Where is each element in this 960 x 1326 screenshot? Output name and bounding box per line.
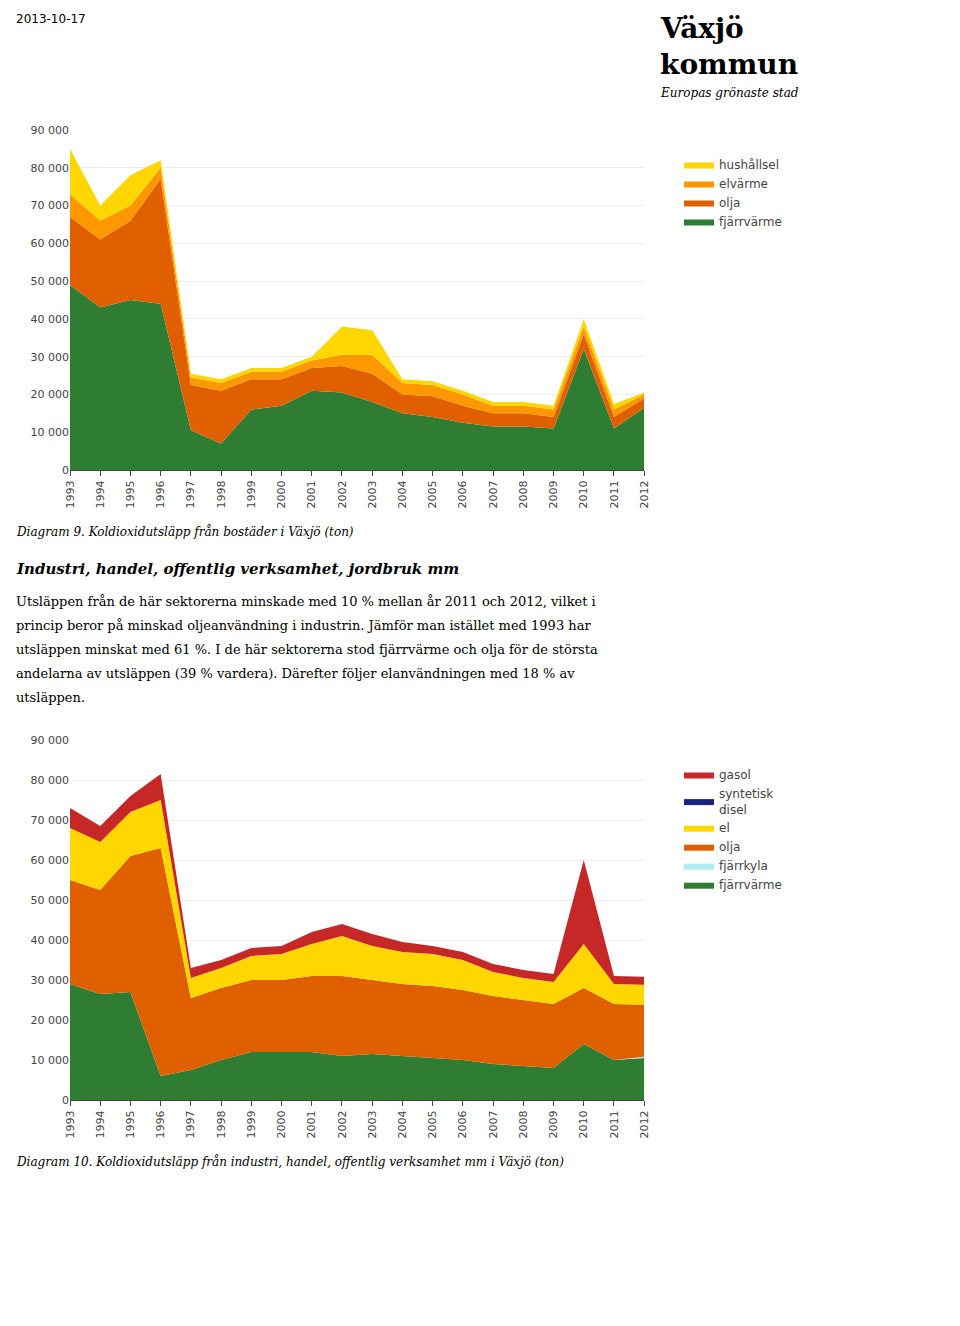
svg-text:2009: 2009 xyxy=(547,480,560,508)
svg-text:10 000: 10 000 xyxy=(31,426,70,439)
svg-text:10 000: 10 000 xyxy=(31,1054,70,1067)
svg-text:2004: 2004 xyxy=(396,480,409,508)
svg-text:2006: 2006 xyxy=(456,1110,469,1138)
svg-text:princip beror på minskad oljea: princip beror på minskad oljeanvändning … xyxy=(16,618,591,633)
svg-text:2002: 2002 xyxy=(336,480,349,508)
svg-text:1994: 1994 xyxy=(94,480,107,508)
svg-text:2007: 2007 xyxy=(487,480,500,508)
svg-text:1997: 1997 xyxy=(184,480,197,508)
svg-text:Diagram 9. Koldioxidutsläpp fr: Diagram 9. Koldioxidutsläpp från bostäde… xyxy=(16,524,354,539)
svg-text:1995: 1995 xyxy=(124,1110,137,1138)
svg-text:40 000: 40 000 xyxy=(31,934,70,947)
svg-text:30 000: 30 000 xyxy=(31,351,70,364)
svg-text:2003: 2003 xyxy=(366,480,379,508)
svg-text:2005: 2005 xyxy=(426,480,439,508)
svg-text:80 000: 80 000 xyxy=(31,774,70,787)
svg-text:utsläppen.: utsläppen. xyxy=(16,690,85,705)
svg-text:20 000: 20 000 xyxy=(31,1014,70,1027)
svg-text:1998: 1998 xyxy=(215,480,228,508)
svg-text:20 000: 20 000 xyxy=(31,388,70,401)
svg-text:1995: 1995 xyxy=(124,480,137,508)
svg-text:2008: 2008 xyxy=(517,480,530,508)
svg-text:Utsläppen från de här sektorer: Utsläppen från de här sektorerna minskad… xyxy=(16,594,596,609)
svg-text:gasol: gasol xyxy=(719,768,751,782)
svg-text:70 000: 70 000 xyxy=(31,199,70,212)
svg-text:1998: 1998 xyxy=(215,1110,228,1138)
svg-text:kommun: kommun xyxy=(660,48,798,81)
svg-text:2012: 2012 xyxy=(638,480,651,508)
svg-text:2008: 2008 xyxy=(517,1110,530,1138)
svg-text:1994: 1994 xyxy=(94,1110,107,1138)
svg-text:elvärme: elvärme xyxy=(719,177,768,191)
svg-text:90 000: 90 000 xyxy=(31,124,70,137)
svg-text:2010: 2010 xyxy=(577,480,590,508)
svg-text:2001: 2001 xyxy=(305,1110,318,1138)
svg-text:1996: 1996 xyxy=(154,1110,167,1138)
svg-text:Diagram 10. Koldioxidutsläpp f: Diagram 10. Koldioxidutsläpp från indust… xyxy=(16,1154,564,1169)
svg-text:80 000: 80 000 xyxy=(31,162,70,175)
svg-text:2007: 2007 xyxy=(487,1110,500,1138)
svg-text:2003: 2003 xyxy=(366,1110,379,1138)
svg-text:2011: 2011 xyxy=(608,480,621,508)
svg-text:70 000: 70 000 xyxy=(31,814,70,827)
svg-text:1993: 1993 xyxy=(64,1110,77,1138)
svg-text:60 000: 60 000 xyxy=(31,854,70,867)
svg-text:2005: 2005 xyxy=(426,1110,439,1138)
svg-text:2000: 2000 xyxy=(275,1110,288,1138)
svg-text:Europas grönaste stad: Europas grönaste stad xyxy=(660,86,799,100)
svg-text:40 000: 40 000 xyxy=(31,313,70,326)
svg-text:90 000: 90 000 xyxy=(31,734,70,747)
svg-text:60 000: 60 000 xyxy=(31,237,70,250)
svg-text:fjärrkyla: fjärrkyla xyxy=(719,859,768,873)
svg-text:2004: 2004 xyxy=(396,1110,409,1138)
svg-text:2012: 2012 xyxy=(638,1110,651,1138)
svg-text:1997: 1997 xyxy=(184,1110,197,1138)
svg-text:1993: 1993 xyxy=(64,480,77,508)
svg-text:andelarna av utsläppen (39 % v: andelarna av utsläppen (39 % vardera). D… xyxy=(16,666,575,681)
svg-text:syntetiskdisel: syntetiskdisel xyxy=(719,787,773,817)
svg-text:utsläppen minskat med 61 %. I: utsläppen minskat med 61 %. I de här sek… xyxy=(16,642,598,657)
svg-text:1996: 1996 xyxy=(154,480,167,508)
svg-text:50 000: 50 000 xyxy=(31,275,70,288)
svg-text:fjärrvärme: fjärrvärme xyxy=(719,878,782,892)
svg-text:el: el xyxy=(719,821,730,835)
svg-text:Växjö: Växjö xyxy=(660,12,744,45)
svg-text:2009: 2009 xyxy=(547,1110,560,1138)
svg-text:1999: 1999 xyxy=(245,1110,258,1138)
svg-text:1999: 1999 xyxy=(245,480,258,508)
svg-text:2002: 2002 xyxy=(336,1110,349,1138)
svg-text:50 000: 50 000 xyxy=(31,894,70,907)
svg-text:30 000: 30 000 xyxy=(31,974,70,987)
svg-text:2001: 2001 xyxy=(305,480,318,508)
svg-text:2000: 2000 xyxy=(275,480,288,508)
svg-text:olja: olja xyxy=(719,840,740,854)
svg-text:0: 0 xyxy=(62,1094,69,1107)
svg-text:hushållsel: hushållsel xyxy=(719,158,779,172)
svg-text:2010: 2010 xyxy=(577,1110,590,1138)
svg-text:2011: 2011 xyxy=(608,1110,621,1138)
svg-text:Industri, handel, offentlig ve: Industri, handel, offentlig verksamhet, … xyxy=(16,560,459,578)
svg-text:fjärrvärme: fjärrvärme xyxy=(719,215,782,229)
svg-text:olja: olja xyxy=(719,196,740,210)
svg-text:0: 0 xyxy=(62,464,69,477)
svg-text:2013-10-17: 2013-10-17 xyxy=(16,12,86,26)
svg-text:2006: 2006 xyxy=(456,480,469,508)
